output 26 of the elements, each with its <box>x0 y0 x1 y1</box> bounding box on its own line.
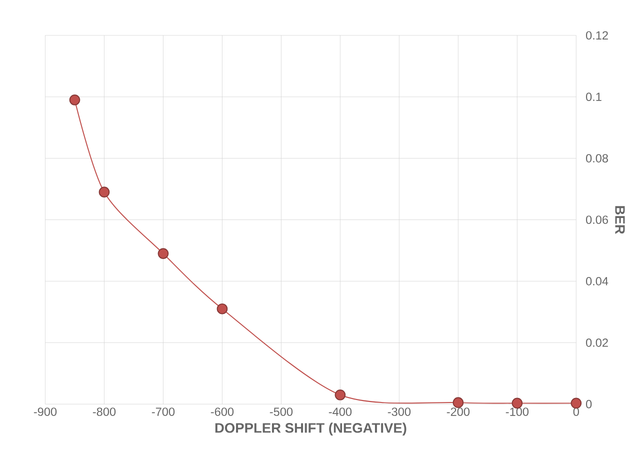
x-tick-label: -800 <box>92 407 116 416</box>
y-tick-label: 0.08 <box>586 154 608 162</box>
x-tick-label: -100 <box>506 407 529 416</box>
point <box>98 186 110 198</box>
point <box>158 248 169 259</box>
y-tick-label: 0.1 <box>586 92 602 101</box>
point <box>334 389 346 400</box>
x-tick-label: -300 <box>388 407 411 416</box>
x-tick-label: -600 <box>210 407 234 416</box>
point <box>69 94 80 106</box>
y-axis-title: BER <box>615 206 625 234</box>
x-tick-label: -400 <box>328 407 352 416</box>
y-tick-label: 0.12 <box>586 31 608 40</box>
y-tick-label: 0.06 <box>586 215 608 224</box>
x-tick-label: -200 <box>446 407 470 416</box>
point <box>570 398 582 408</box>
y-tick-label: 0.02 <box>586 338 608 347</box>
y-tick-label: 0 <box>586 400 592 408</box>
y-tick-label: 0.04 <box>586 276 608 286</box>
point <box>452 397 464 408</box>
x-tick-label: -500 <box>270 407 293 416</box>
x-tick-label: -900 <box>34 407 57 416</box>
x-tick-label: -700 <box>152 407 175 416</box>
point <box>512 398 523 408</box>
x-axis-title: DOPPLER SHIFT (NEGATIVE) <box>215 422 406 436</box>
point <box>216 303 228 314</box>
